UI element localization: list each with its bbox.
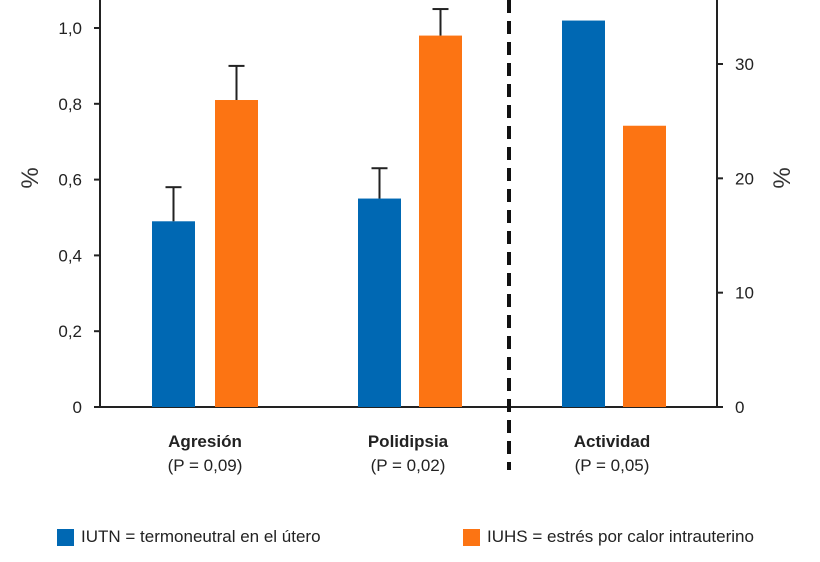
left-tick-label: 0,4 [58, 246, 82, 265]
bar-actividad-iutn [562, 20, 605, 407]
legend-item-iutn: IUTN = termoneutral en el útero [57, 527, 321, 547]
legend-swatch-orange [463, 528, 480, 546]
right-tick-label: 0 [735, 398, 744, 417]
bar-agresión-iuhs [215, 100, 258, 407]
bar-actividad-iuhs [623, 125, 666, 408]
right-tick-label: 20 [735, 169, 754, 188]
category-label-actividad: Actividad (P = 0,05) [522, 430, 702, 478]
category-p-value: (P = 0,09) [167, 456, 243, 475]
right-axis-label: % [769, 167, 796, 188]
left-tick-label: 0,2 [58, 322, 82, 341]
left-axis-label: % [17, 167, 44, 188]
category-p-value: (P = 0,02) [370, 456, 446, 475]
bar-polidipsia-iuhs [419, 35, 462, 408]
right-tick-label: 30 [735, 55, 754, 74]
category-label-polidipsia: Polidipsia (P = 0,02) [318, 430, 498, 478]
left-tick-label: 0,8 [58, 95, 82, 114]
bar-agresión-iutn [152, 221, 195, 407]
category-name: Actividad [573, 432, 651, 451]
bar-polidipsia-iutn [358, 198, 401, 407]
legend-item-iuhs: IUHS = estrés por calor intrauterino [463, 527, 754, 547]
category-p-value: (P = 0,05) [574, 456, 650, 475]
category-name: Agresión [168, 432, 242, 451]
legend-label: IUTN = termoneutral en el útero [81, 527, 321, 546]
legend-label: IUHS = estrés por calor intrauterino [487, 527, 754, 546]
legend-swatch-blue [57, 528, 74, 546]
left-tick-label: 1,0 [58, 19, 82, 38]
left-tick-label: 0,6 [58, 171, 82, 190]
category-label-agresion: Agresión (P = 0,09) [115, 430, 295, 478]
left-tick-label: 0 [73, 398, 82, 417]
right-tick-label: 10 [735, 284, 754, 303]
category-name: Polidipsia [367, 432, 449, 451]
